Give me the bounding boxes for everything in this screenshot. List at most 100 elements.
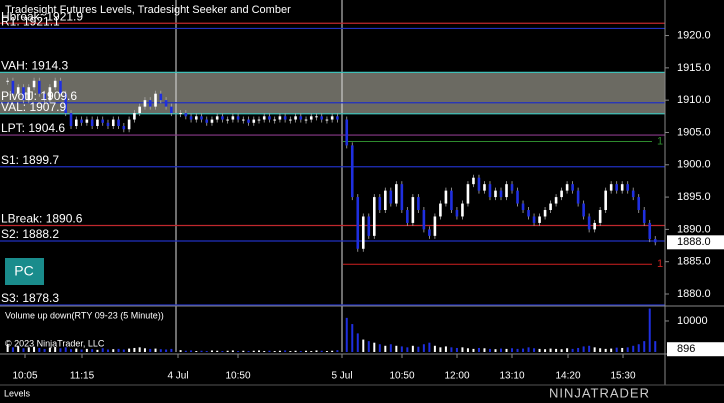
- pc-button[interactable]: [5, 258, 44, 285]
- level-label: S1: 1899.7: [1, 153, 59, 167]
- volume-bar: [428, 342, 431, 352]
- volume-bar: [128, 348, 131, 352]
- volume-bar: [500, 348, 502, 352]
- volume-bar: [384, 345, 387, 352]
- volume-bar: [439, 347, 442, 352]
- candle: [361, 216, 365, 249]
- volume-bar: [450, 347, 453, 352]
- target-label: 1: [657, 135, 663, 147]
- candle: [133, 113, 136, 120]
- candle: [626, 184, 630, 191]
- candle: [483, 184, 486, 191]
- candle: [532, 216, 536, 223]
- tab-label[interactable]: Levels: [4, 388, 31, 398]
- volume-bar: [294, 350, 297, 352]
- candle: [242, 119, 245, 121]
- volume-bar: [38, 347, 41, 352]
- volume-bar: [11, 347, 14, 352]
- volume-bar: [154, 348, 157, 352]
- volume-bar: [505, 348, 508, 352]
- volume-bar: [96, 349, 99, 352]
- volume-bar: [516, 348, 519, 352]
- candle: [494, 190, 497, 198]
- x-tick-label: 10:50: [389, 371, 414, 382]
- candle: [466, 184, 470, 204]
- volume-bar: [284, 350, 287, 352]
- candle: [309, 116, 313, 120]
- candle: [320, 116, 324, 120]
- candle: [620, 184, 624, 191]
- volume-bar: [511, 348, 514, 352]
- y-tick-label: 1920.0: [677, 29, 711, 41]
- volume-bar: [106, 349, 109, 352]
- candle: [428, 229, 431, 236]
- candle: [27, 87, 31, 101]
- candle: [32, 80, 36, 88]
- volume-bar: [85, 348, 88, 352]
- candle: [615, 184, 618, 191]
- volume-bar: [252, 350, 255, 352]
- candle: [400, 184, 404, 211]
- candle: [268, 116, 271, 120]
- candle: [598, 210, 602, 223]
- x-tick-label: 13:10: [499, 371, 524, 382]
- level-label: R1: 1921.1: [1, 15, 60, 29]
- volume-bar: [22, 348, 25, 352]
- volume-bar: [522, 348, 525, 352]
- value-area: [0, 72, 665, 114]
- volume-bar: [273, 351, 276, 352]
- candle: [289, 119, 292, 121]
- candle: [189, 116, 193, 120]
- volume-bar: [226, 350, 229, 352]
- volume-bar: [221, 351, 224, 352]
- candle: [527, 210, 530, 217]
- y-tick-label: 1890.0: [677, 223, 711, 235]
- brand-logo: NINJATRADER: [549, 385, 650, 400]
- volume-bar: [538, 348, 541, 352]
- candle: [117, 119, 120, 127]
- candle: [450, 190, 453, 211]
- candle: [96, 119, 99, 127]
- volume-bar: [400, 346, 403, 352]
- candle: [205, 119, 209, 123]
- pc-button-label[interactable]: PC: [14, 263, 33, 279]
- candle: [330, 116, 334, 120]
- candle: [247, 119, 250, 123]
- candle: [154, 93, 157, 107]
- candle: [477, 177, 481, 191]
- volume-bar: [17, 346, 20, 352]
- candle: [38, 80, 41, 94]
- target-label: 1: [657, 258, 663, 270]
- candle: [127, 119, 131, 130]
- candle: [236, 116, 240, 120]
- volume-bar: [210, 350, 213, 352]
- candle: [304, 119, 308, 121]
- volume-bar: [320, 350, 323, 352]
- level-label: VAH: 1914.3: [1, 59, 68, 73]
- volume-bar: [632, 345, 635, 352]
- volume-bar: [190, 350, 193, 352]
- volume-bar: [422, 344, 425, 352]
- copyright: © 2023 NinjaTrader, LLC: [5, 338, 105, 348]
- volume-bar: [494, 349, 497, 352]
- x-tick-label: 11:15: [70, 371, 95, 382]
- candle: [538, 216, 541, 223]
- volume-bar: [299, 351, 302, 352]
- volume-bar: [533, 348, 536, 352]
- volume-bar: [610, 348, 613, 352]
- candle: [604, 190, 607, 211]
- candle: [138, 106, 141, 114]
- level-label: S3: 1878.3: [1, 291, 59, 305]
- candle: [226, 119, 229, 121]
- candle: [378, 197, 382, 211]
- volume-bar: [27, 347, 30, 352]
- volume-bar: [544, 349, 547, 352]
- candle: [43, 93, 46, 101]
- y-tick-label: 1905.0: [677, 126, 711, 138]
- volume-bar: [351, 324, 354, 352]
- x-tick-label: 12:00: [444, 371, 469, 382]
- volume-bar: [117, 348, 120, 352]
- volume-bar: [488, 348, 491, 352]
